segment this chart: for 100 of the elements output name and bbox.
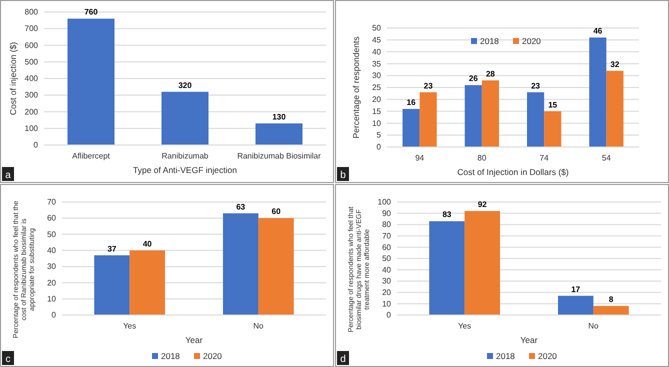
bar [482, 80, 499, 147]
y-tick-label: 45 [372, 35, 382, 44]
bar [429, 221, 465, 315]
y-tick-label: 800 [24, 8, 39, 17]
data-label: 26 [468, 74, 478, 84]
y-tick-label: 10 [382, 299, 392, 308]
y-tick-label: 600 [24, 40, 39, 50]
bar [527, 92, 544, 147]
data-label: 23 [531, 81, 541, 90]
y-tick-label: 15 [372, 106, 382, 116]
y-tick-label: 100 [24, 124, 39, 133]
bar [558, 296, 594, 315]
bar [606, 70, 624, 147]
y-tick-label: 30 [372, 71, 382, 80]
y-tick-label: 30 [382, 276, 392, 286]
data-label: 130 [272, 112, 286, 122]
data-label: 320 [178, 80, 192, 90]
x-tick-label: No [253, 322, 264, 331]
legend-label: 2020 [538, 351, 558, 361]
data-label: 63 [236, 202, 246, 212]
bar [256, 123, 302, 145]
x-tick-label: 94 [415, 154, 425, 163]
y-tick-label: 10 [372, 118, 382, 128]
bar [464, 85, 482, 147]
y-tick-label: 70 [382, 231, 392, 240]
data-label: 46 [593, 26, 603, 36]
legend-label: 2018 [161, 351, 180, 361]
x-axis-title: Year [520, 335, 538, 345]
x-tick-label: 54 [602, 154, 612, 163]
bar [130, 250, 166, 315]
legend-label: 2018 [496, 351, 516, 361]
x-axis-title: Type of Anti-VEGF injection [133, 165, 238, 175]
bar [420, 92, 437, 147]
bar [68, 18, 114, 145]
x-tick-label: Ranibizumab Biosimilar [237, 152, 322, 161]
data-label: 8 [608, 294, 614, 304]
x-tick-label: 80 [477, 154, 487, 163]
data-label: 60 [272, 207, 282, 216]
data-label: 37 [107, 244, 117, 254]
x-axis-title: Year [185, 335, 203, 345]
x-tick-label: Yes [458, 322, 472, 331]
y-tick-label: 300 [24, 90, 39, 100]
y-tick-label: 400 [24, 74, 39, 84]
text: b [340, 170, 346, 181]
data-label: 15 [548, 100, 558, 110]
y-axis-title: Cost of injection ($) [8, 42, 18, 116]
y-tick-label: 50 [382, 254, 392, 264]
x-axis-title: Cost of Injection in Dollars ($) [457, 167, 569, 177]
data-label: 760 [84, 8, 98, 17]
bar [162, 92, 208, 145]
y-tick-label: 5 [376, 130, 382, 140]
legend-label: 2018 [480, 36, 500, 46]
y-tick-label: 80 [382, 220, 392, 230]
y-tick-label: 20 [47, 278, 57, 288]
y-tick-label: 200 [24, 107, 39, 116]
x-tick-label: 74 [540, 154, 550, 163]
y-tick-label: 25 [372, 83, 382, 92]
data-label: 40 [142, 239, 152, 248]
y-tick-label: 100 [378, 198, 392, 207]
data-label: 16 [406, 98, 416, 107]
y-tick-label: 0 [376, 142, 382, 152]
bar [589, 38, 606, 147]
data-label: 92 [478, 200, 488, 210]
bar [593, 306, 629, 315]
x-tick-label: Aflibercept [72, 152, 111, 161]
y-tick-label: 70 [47, 198, 57, 207]
legend-label: 2020 [203, 351, 222, 361]
x-tick-label: Ranibizumab [162, 152, 209, 161]
y-tick-label: 700 [24, 24, 39, 34]
y-tick-label: 10 [47, 294, 57, 304]
bar [544, 111, 562, 147]
bar [464, 211, 500, 315]
data-label: 23 [424, 81, 434, 90]
y-tick-label: 0 [34, 140, 39, 150]
data-label: 32 [610, 60, 620, 69]
data-label: 28 [486, 69, 496, 78]
bar [258, 218, 294, 315]
y-axis-title: Percentage of respondents [351, 36, 361, 139]
y-tick-label: 35 [372, 59, 382, 68]
data-label: 17 [571, 284, 581, 294]
y-tick-label: 60 [382, 242, 392, 252]
bar [222, 213, 258, 315]
y-tick-label: 50 [47, 230, 57, 239]
text: c [6, 354, 10, 365]
data-label: 83 [442, 210, 452, 220]
y-tick-label: 0 [52, 310, 57, 320]
y-tick-label: 40 [47, 246, 57, 255]
y-tick-label: 30 [47, 262, 57, 272]
y-tick-label: 60 [47, 214, 57, 223]
bar [94, 255, 130, 315]
y-tick-label: 500 [24, 57, 39, 66]
legend-label: 2020 [522, 36, 542, 46]
text: d [340, 354, 346, 365]
x-tick-label: Yes [123, 322, 136, 331]
y-tick-label: 20 [372, 94, 382, 104]
y-tick-label: 40 [382, 265, 392, 274]
y-tick-label: 20 [382, 288, 392, 297]
text: a [5, 170, 12, 181]
y-tick-label: 90 [382, 208, 392, 218]
y-tick-label: 40 [372, 47, 382, 56]
